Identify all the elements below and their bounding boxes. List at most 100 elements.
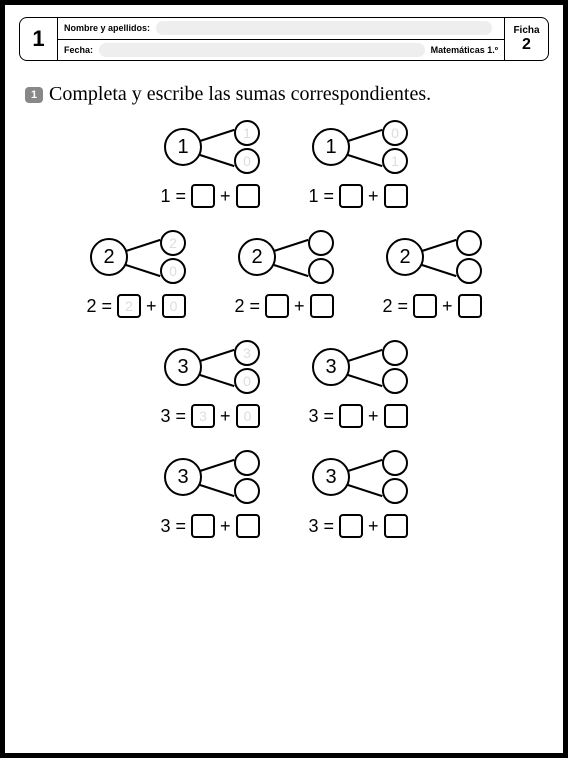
plus-sign: + (442, 296, 453, 317)
equation-whole: 3 (160, 516, 170, 537)
instruction-badge: 1 (25, 87, 43, 103)
equals-sign: = (397, 296, 408, 317)
part-circle-top[interactable] (234, 450, 260, 476)
answer-box-1[interactable] (339, 184, 363, 208)
answer-box-2[interactable] (236, 514, 260, 538)
equation-whole: 2 (86, 296, 96, 317)
plus-sign: + (368, 406, 379, 427)
answer-box-2[interactable]: 0 (236, 404, 260, 428)
connector-line (200, 129, 235, 142)
answer-box-2[interactable] (384, 184, 408, 208)
equation-whole: 2 (234, 296, 244, 317)
part-circle-top[interactable] (456, 230, 482, 256)
part-circle-bottom[interactable]: 0 (160, 258, 186, 284)
plus-sign: + (220, 516, 231, 537)
part-circle-top[interactable]: 3 (234, 340, 260, 366)
whole-circle: 3 (312, 458, 350, 496)
connector-line (422, 239, 457, 252)
answer-box-2[interactable]: 0 (162, 294, 186, 318)
name-field[interactable] (156, 21, 492, 35)
answer-box-2[interactable] (236, 184, 260, 208)
part-circle-top[interactable]: 1 (234, 120, 260, 146)
answer-box-1[interactable] (265, 294, 289, 318)
plus-sign: + (220, 186, 231, 207)
connector-line (274, 264, 309, 277)
whole-circle: 2 (238, 238, 276, 276)
part-circle-bottom[interactable] (308, 258, 334, 284)
answer-box-2[interactable] (384, 514, 408, 538)
number-bond-diagram: 2 (224, 226, 344, 288)
plus-sign: + (146, 296, 157, 317)
equals-sign: = (101, 296, 112, 317)
equation: 2 = 2 + 0 (86, 294, 185, 318)
number-bond-diagram: 3 (298, 336, 418, 398)
number-bond-diagram: 2 (372, 226, 492, 288)
number-bond-diagram: 3 (150, 446, 270, 508)
equation: 2 = + (382, 294, 481, 318)
answer-box-1[interactable] (191, 514, 215, 538)
problems-grid: 1 1 0 1 = + 1 0 1 1 = + (19, 116, 549, 538)
equation: 3 = 3 + 0 (160, 404, 259, 428)
answer-box-1[interactable] (339, 514, 363, 538)
whole-circle: 3 (312, 348, 350, 386)
equation: 3 = + (308, 514, 407, 538)
ficha-number: 2 (522, 36, 531, 54)
part-circle-bottom[interactable] (382, 478, 408, 504)
whole-circle: 2 (90, 238, 128, 276)
connector-line (200, 349, 235, 362)
connector-line (126, 239, 161, 252)
plus-sign: + (220, 406, 231, 427)
part-circle-bottom[interactable] (382, 368, 408, 394)
equals-sign: = (323, 186, 334, 207)
equation-whole: 2 (382, 296, 392, 317)
number-bond-diagram: 3 (298, 446, 418, 508)
part-circle-bottom[interactable]: 0 (234, 368, 260, 394)
ficha-label: Ficha (513, 25, 539, 36)
connector-line (348, 129, 383, 142)
instruction-text: Completa y escribe las sumas correspondi… (49, 83, 431, 106)
whole-circle: 3 (164, 348, 202, 386)
answer-box-1[interactable] (413, 294, 437, 318)
number-bond-diagram: 3 3 0 (150, 336, 270, 398)
part-circle-bottom[interactable] (456, 258, 482, 284)
answer-box-2[interactable] (310, 294, 334, 318)
part-circle-top[interactable] (382, 340, 408, 366)
answer-box-2[interactable] (458, 294, 482, 318)
date-label: Fecha: (64, 45, 93, 55)
problem: 2 2 = + (224, 226, 344, 318)
number-bond-diagram: 1 1 0 (150, 116, 270, 178)
equals-sign: = (175, 406, 186, 427)
answer-box-1[interactable]: 2 (117, 294, 141, 318)
whole-circle: 1 (312, 128, 350, 166)
header-fields: Nombre y apellidos: Fecha: Matemáticas 1… (58, 18, 504, 60)
answer-box-1[interactable]: 3 (191, 404, 215, 428)
connector-line (348, 459, 383, 472)
connector-line (200, 374, 235, 387)
problem: 3 3 0 3 = 3 + 0 (150, 336, 270, 428)
part-circle-top[interactable]: 2 (160, 230, 186, 256)
equation: 3 = + (160, 514, 259, 538)
equation: 1 = + (160, 184, 259, 208)
connector-line (348, 349, 383, 362)
answer-box-1[interactable] (339, 404, 363, 428)
equals-sign: = (323, 516, 334, 537)
page-number: 1 (20, 18, 58, 60)
answer-box-1[interactable] (191, 184, 215, 208)
answer-box-2[interactable] (384, 404, 408, 428)
equation: 3 = + (308, 404, 407, 428)
equals-sign: = (249, 296, 260, 317)
part-circle-top[interactable] (308, 230, 334, 256)
part-circle-bottom[interactable] (234, 478, 260, 504)
equation: 2 = + (234, 294, 333, 318)
worksheet-header: 1 Nombre y apellidos: Fecha: Matemáticas… (19, 17, 549, 61)
date-field[interactable] (99, 43, 425, 57)
part-circle-bottom[interactable]: 0 (234, 148, 260, 174)
problem: 2 2 = + (372, 226, 492, 318)
problem: 3 3 = + (150, 446, 270, 538)
part-circle-top[interactable] (382, 450, 408, 476)
part-circle-bottom[interactable]: 1 (382, 148, 408, 174)
equation-whole: 3 (308, 516, 318, 537)
connector-line (126, 264, 161, 277)
part-circle-top[interactable]: 0 (382, 120, 408, 146)
connector-line (348, 484, 383, 497)
